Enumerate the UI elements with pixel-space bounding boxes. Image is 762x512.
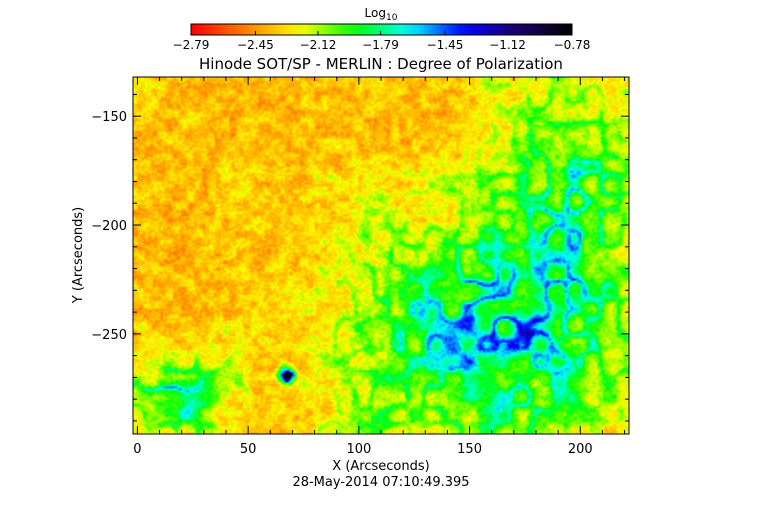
colorbar-tick-label: −1.79 [362,38,399,52]
x-tick-label: 200 [568,442,593,457]
colorbar-tick-label: −0.78 [554,38,591,52]
x-tick-label: 100 [346,442,371,457]
colorbar-ticks: −2.79 −2.45 −2.12 −1.79 −1.45 −1.12 −0.78 [173,31,591,52]
colorbar-tick-label: −1.45 [427,38,464,52]
y-tick-label: −250 [91,328,127,343]
y-tick-label: −150 [91,110,127,125]
y-tick-label: −200 [91,219,127,234]
colorbar-label-subscript: 10 [386,13,398,23]
colorbar-tick-label: −2.45 [237,38,274,52]
x-tick-label: 50 [240,442,257,457]
chart-title: Hinode SOT/SP - MERLIN : Degree of Polar… [199,55,563,73]
colorbar-tick-label: −2.12 [300,38,337,52]
x-axis-label: X (Arcseconds) [332,459,429,474]
colorbar: Log10 −2.79 −2.45 −2.12 −1.79 −1.45 −1.12 −0.7… [173,6,591,52]
colorbar-tick-label: −1.12 [489,38,526,52]
colorbar-tick-label: −2.79 [173,38,210,52]
x-tick-label: 0 [133,442,141,457]
x-axis-ticks: 0 50 100 150 200 [133,77,626,457]
y-axis-label: Y (Arcseconds) [71,207,86,304]
polarization-heatmap-image [133,77,629,434]
colorbar-label: Log10 [365,6,398,23]
x-tick-label: 150 [457,442,482,457]
heatmap-plot: 0 50 100 150 200 −150 −200 −250 [91,76,630,457]
colorbar-gradient [190,23,573,36]
timestamp: 28-May-2014 07:10:49.395 [292,475,469,490]
y-axis-ticks: −150 −200 −250 [91,93,629,422]
